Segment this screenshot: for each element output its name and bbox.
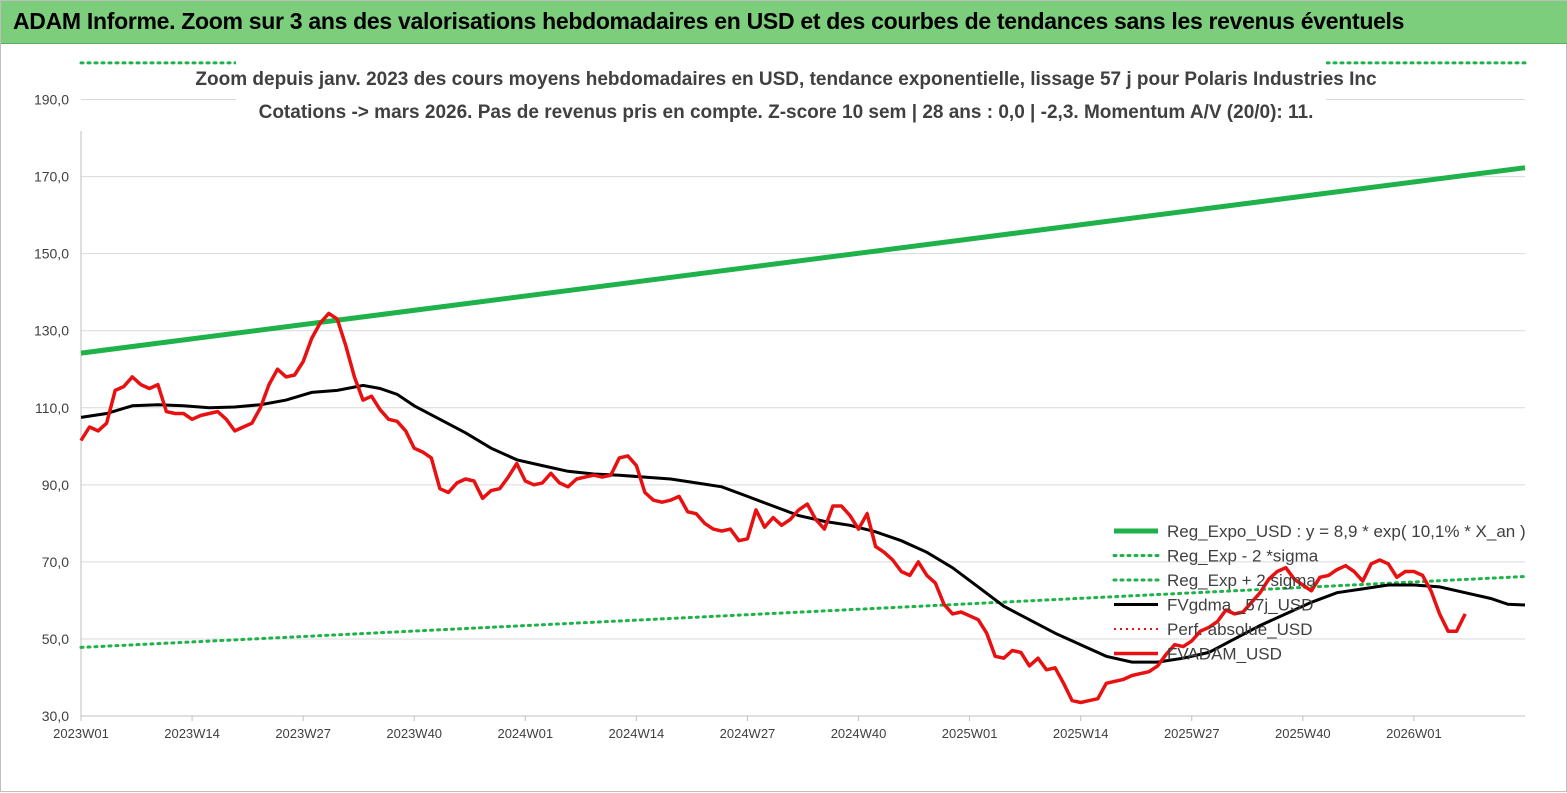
chart-subtitle-line1: Zoom depuis janv. 2023 des cours moyens … (195, 69, 1377, 90)
legend-label: Perf. absolue_USD (1167, 620, 1313, 639)
legend-label: Reg_Exp + 2 sigma (1167, 571, 1316, 590)
x-tick-label: 2023W27 (275, 726, 331, 741)
legend-label: FVADAM_USD (1167, 645, 1282, 664)
legend-item-minus-2sigma: Reg_Exp - 2 *sigma (1112, 547, 1319, 566)
x-tick-label: 2025W14 (1053, 726, 1109, 741)
y-tick-label: 150,0 (34, 246, 69, 262)
x-tick-label: 2023W01 (53, 726, 109, 741)
x-tick-label: 2025W27 (1164, 726, 1220, 741)
x-tick-label: 2024W14 (609, 726, 665, 741)
y-tick-label: 190,0 (34, 92, 69, 108)
legend-item-fvadam: FVADAM_USD (1114, 645, 1282, 664)
y-tick-label: 70,0 (42, 554, 69, 570)
legend-item-plus-2sigma: Reg_Exp + 2 sigma (1112, 571, 1316, 590)
subtitle-background (236, 61, 1326, 131)
y-tick-label: 110,0 (35, 400, 69, 416)
x-tick-label: 2026W01 (1386, 726, 1442, 741)
legend-label: Reg_Expo_USD : y = 8,9 * exp( 10,1% * X_… (1167, 522, 1526, 541)
legend-item-fvgdma: FVgdma _57j_USD (1114, 596, 1313, 615)
reg-minus-2sigma-line (79, 575, 1527, 649)
x-tick-label: 2023W14 (164, 726, 220, 741)
legend-item-perf-absolue: Perf. absolue_USD (1114, 620, 1313, 639)
x-tick-label: 2024W40 (831, 726, 887, 741)
y-tick-label: 30,0 (42, 708, 69, 724)
y-tick-label: 170,0 (34, 169, 69, 185)
x-tick-label: 2025W01 (942, 726, 998, 741)
legend: Reg_Expo_USD : y = 8,9 * exp( 10,1% * X_… (1112, 522, 1526, 664)
legend-label: Reg_Exp - 2 *sigma (1167, 547, 1319, 566)
x-tick-label: 2024W27 (720, 726, 776, 741)
legend-label: FVgdma _57j_USD (1167, 596, 1313, 615)
page-title: ADAM Informe. Zoom sur 3 ans des valoris… (13, 8, 1405, 34)
y-tick-labels: 30,0 50,0 70,0 90,0 110,0 130,0 150,0 170,0 190,… (34, 92, 69, 724)
x-tick-label: 2025W40 (1275, 726, 1331, 741)
x-tick-label: 2024W01 (497, 726, 553, 741)
legend-item-reg-expo: Reg_Expo_USD : y = 8,9 * exp( 10,1% * X_… (1114, 522, 1526, 541)
x-tick-labels: 2023W01 2023W14 2023W27 2023W40 2024W01 2024W… (53, 716, 1442, 741)
header-bar: ADAM Informe. Zoom sur 3 ans des valoris… (1, 1, 1567, 44)
fvgdma-57j-line (80, 383, 1526, 664)
x-tick-label: 2023W40 (386, 726, 442, 741)
chart-subtitle-line2: Cotations -> mars 2026. Pas de revenus p… (259, 102, 1314, 123)
y-tick-label: 50,0 (42, 631, 69, 647)
y-tick-label: 130,0 (34, 323, 69, 339)
axes (80, 131, 1525, 717)
reg-expo-line (80, 165, 1526, 356)
fvadam-line (79, 311, 1467, 705)
y-tick-label: 90,0 (42, 477, 69, 493)
